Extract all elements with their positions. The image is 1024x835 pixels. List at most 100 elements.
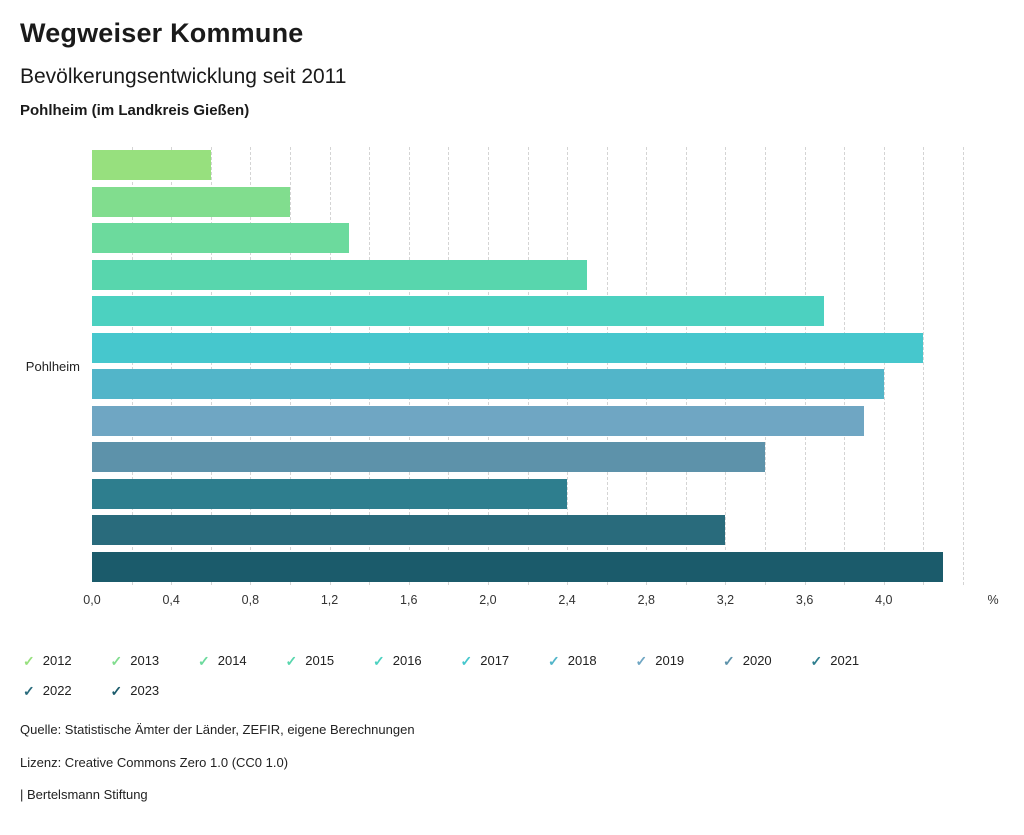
legend-label: 2018	[567, 653, 597, 668]
bar-row	[92, 403, 963, 440]
legend-item-2015[interactable]: ✓ 2015	[286, 653, 374, 668]
bar-row	[92, 147, 963, 184]
gridline	[963, 147, 964, 585]
bar-2016[interactable]	[92, 296, 825, 327]
bar-row	[92, 439, 963, 476]
gridline	[369, 147, 371, 585]
bar-row	[92, 512, 963, 549]
gridline	[923, 147, 925, 585]
legend-item-2013[interactable]: ✓ 2013	[111, 653, 199, 668]
y-axis-label: Pohlheim	[25, 358, 80, 374]
gridline	[685, 147, 687, 585]
check-icon: ✓	[635, 652, 648, 669]
gridline	[844, 147, 846, 585]
x-tick-label: 3,2	[716, 593, 735, 607]
legend-label: 2012	[42, 653, 72, 668]
bar-row	[92, 184, 963, 221]
bar-2012[interactable]	[92, 150, 211, 181]
legend-label: 2014	[217, 653, 247, 668]
gridline	[487, 147, 489, 585]
gridline	[408, 147, 410, 585]
bar-2017[interactable]	[92, 332, 924, 363]
gridline	[765, 147, 767, 585]
check-icon: ✓	[110, 652, 123, 669]
x-tick-label: 0,8	[241, 593, 260, 607]
x-tick-label: 0,4	[162, 593, 180, 607]
gridline	[883, 147, 885, 585]
check-icon: ✓	[23, 652, 35, 669]
location-label: Pohlheim (im Landkreis Gießen)	[20, 102, 250, 119]
legend-label: 2022	[42, 683, 72, 698]
x-tick-label: 4,0	[875, 593, 893, 607]
gridline	[250, 147, 252, 585]
legend-item-2021[interactable]: ✓ 2021	[811, 653, 899, 668]
legend-item-2022[interactable]: ✓ 2022	[23, 683, 111, 698]
check-icon: ✓	[23, 682, 35, 699]
chart-subtitle: Bevölkerungsentwicklung seit 2011	[20, 65, 347, 88]
legend-label: 2016	[392, 653, 422, 668]
check-icon: ✓	[285, 652, 298, 669]
gridline	[567, 147, 569, 585]
gridline	[804, 147, 806, 585]
footer: Quelle: Statistische Ämter der Länder, Z…	[20, 722, 1004, 802]
bars-container	[92, 147, 963, 585]
bar-row	[92, 220, 963, 257]
legend-item-2012[interactable]: ✓ 2012	[23, 653, 111, 668]
x-tick-label: 1,2	[320, 593, 339, 607]
legend-label: 2017	[480, 653, 510, 668]
license-text: Lizenz: Creative Commons Zero 1.0 (CC0 1…	[20, 754, 289, 770]
legend-label: 2020	[742, 653, 772, 668]
legend-item-2016[interactable]: ✓ 2016	[373, 653, 461, 668]
x-tick-label: 1,6	[400, 593, 418, 607]
bar-2015[interactable]	[92, 259, 587, 290]
plot-area	[92, 147, 964, 585]
legend: ✓ 2012 ✓ 2013 ✓ 2014 ✓ 2015 ✓ 2016 ✓ 2017 ✓ 2018 ✓ 2019…	[23, 653, 923, 698]
legend-item-2014[interactable]: ✓ 2014	[198, 653, 286, 668]
bar-row	[92, 293, 963, 330]
bar-2022[interactable]	[92, 515, 726, 546]
gridline	[448, 147, 450, 585]
check-icon: ✓	[548, 652, 560, 669]
x-tick-label: 0,0	[83, 593, 101, 607]
check-icon: ✓	[198, 652, 210, 669]
bar-2021[interactable]	[92, 478, 568, 509]
check-icon: ✓	[373, 652, 385, 669]
bar-2013[interactable]	[92, 186, 290, 217]
bar-row	[92, 549, 963, 586]
bar-2018[interactable]	[92, 369, 884, 400]
bar-row	[92, 257, 963, 294]
bar-2014[interactable]	[92, 223, 350, 254]
x-axis-unit: %	[987, 593, 999, 607]
legend-label: 2013	[130, 653, 160, 668]
bar-2020[interactable]	[92, 442, 766, 473]
bar-row	[92, 330, 963, 367]
bar-row	[92, 366, 963, 403]
legend-item-2018[interactable]: ✓ 2018	[548, 653, 636, 668]
bar-row	[92, 476, 963, 513]
gridline	[646, 147, 648, 585]
legend-item-2020[interactable]: ✓ 2020	[723, 653, 811, 668]
legend-label: 2023	[130, 683, 160, 698]
bar-2019[interactable]	[92, 405, 865, 436]
legend-item-2019[interactable]: ✓ 2019	[636, 653, 724, 668]
gridline	[210, 147, 212, 585]
gridline	[289, 147, 291, 585]
check-icon: ✓	[810, 652, 823, 669]
gridline	[725, 147, 727, 585]
x-axis: % 0,0 0,4 0,8 1,2 1,6 2,0 2,4 2,8 3,2 3,6 4,0	[83, 585, 998, 611]
bar-2023[interactable]	[92, 551, 944, 582]
gridline	[171, 147, 173, 585]
x-tick-label: 2,8	[637, 593, 655, 607]
legend-label: 2015	[305, 653, 335, 668]
source-text: Quelle: Statistische Ämter der Länder, Z…	[20, 722, 415, 737]
check-icon: ✓	[460, 652, 473, 669]
x-tick-label: 3,6	[795, 593, 814, 607]
gridline	[606, 147, 608, 585]
x-tick-label: 2,0	[479, 593, 497, 607]
legend-item-2023[interactable]: ✓ 2023	[111, 683, 199, 698]
legend-item-2017[interactable]: ✓ 2017	[461, 653, 549, 668]
gridline	[527, 147, 529, 585]
x-tick-label: 2,4	[558, 593, 576, 607]
gridline	[329, 147, 331, 585]
chart: Pohlheim	[20, 147, 1004, 585]
